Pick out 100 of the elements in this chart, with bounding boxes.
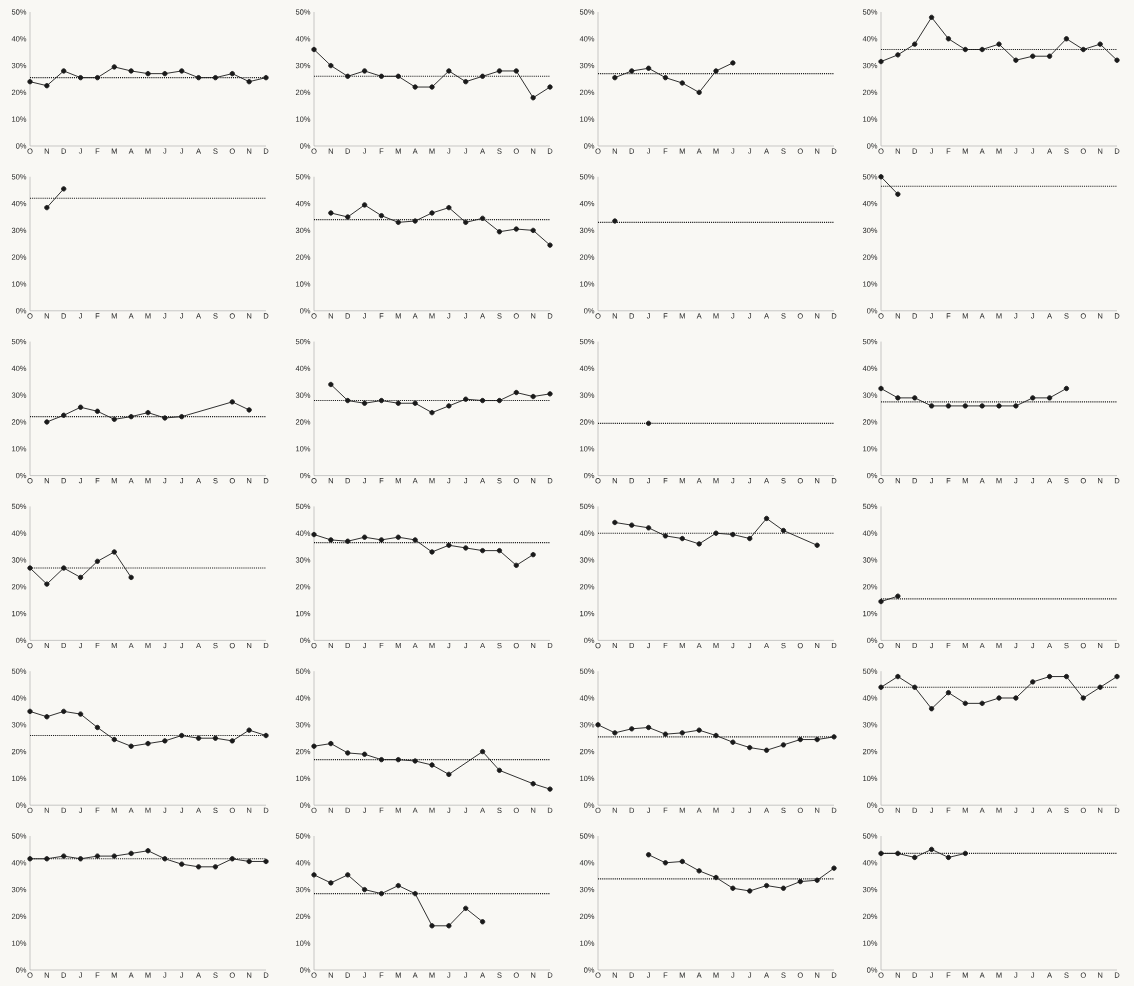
- point: [530, 393, 536, 400]
- point: [128, 413, 134, 420]
- point: [311, 531, 317, 538]
- point: [713, 68, 719, 74]
- point: [945, 403, 952, 409]
- point: [895, 673, 901, 680]
- point: [797, 736, 803, 743]
- point: [945, 36, 952, 42]
- point: [962, 850, 968, 857]
- point: [179, 68, 185, 74]
- point: [77, 711, 84, 717]
- point: [479, 215, 486, 221]
- point: [814, 542, 820, 548]
- point: [179, 861, 185, 867]
- point: [94, 408, 101, 414]
- point: [547, 242, 553, 248]
- point: [878, 58, 884, 65]
- point: [1080, 46, 1086, 53]
- point: [44, 714, 50, 720]
- point: [27, 856, 33, 862]
- point: [463, 219, 469, 225]
- point: [713, 874, 719, 881]
- point: [61, 412, 67, 418]
- point: [713, 732, 719, 739]
- point: [530, 781, 536, 787]
- point: [928, 14, 935, 20]
- point: [496, 547, 503, 554]
- point: [912, 684, 918, 690]
- point: [395, 219, 401, 225]
- point: [912, 41, 918, 47]
- point: [479, 748, 486, 755]
- point: [1013, 695, 1019, 701]
- point: [479, 397, 486, 404]
- point: [61, 565, 67, 571]
- point: [463, 396, 469, 402]
- point: [645, 525, 652, 531]
- point: [928, 403, 935, 409]
- point: [145, 740, 151, 747]
- point: [212, 735, 219, 741]
- point: [128, 68, 134, 74]
- point: [612, 519, 618, 526]
- point: [928, 706, 935, 712]
- point: [263, 75, 269, 81]
- point: [831, 734, 837, 740]
- point: [945, 854, 952, 861]
- point: [547, 786, 553, 792]
- point: [895, 850, 901, 857]
- point: [345, 872, 351, 878]
- point: [530, 227, 536, 234]
- point: [328, 740, 334, 747]
- point: [395, 534, 401, 540]
- point: [962, 700, 968, 706]
- point: [996, 41, 1002, 47]
- point: [662, 860, 669, 866]
- point: [179, 732, 185, 739]
- point: [730, 885, 736, 891]
- point: [878, 385, 884, 392]
- point: [412, 400, 418, 406]
- point: [513, 389, 519, 396]
- point: [328, 880, 334, 886]
- point: [696, 727, 702, 733]
- point: [311, 46, 317, 53]
- point: [446, 204, 452, 211]
- point: [1097, 684, 1103, 690]
- point: [246, 858, 252, 865]
- point: [429, 84, 435, 90]
- point: [378, 213, 385, 219]
- point: [945, 690, 952, 696]
- point: [145, 409, 151, 416]
- point: [662, 533, 669, 539]
- point: [345, 73, 351, 79]
- point: [996, 695, 1002, 701]
- point: [730, 60, 736, 66]
- point: [1080, 695, 1086, 701]
- point: [1030, 395, 1036, 401]
- point: [162, 415, 168, 421]
- point: [878, 684, 884, 690]
- point: [645, 724, 652, 731]
- point: [831, 865, 837, 871]
- point: [195, 75, 202, 81]
- point: [345, 538, 351, 544]
- point: [645, 65, 652, 71]
- point: [797, 878, 803, 885]
- point: [378, 537, 385, 543]
- point: [429, 762, 435, 768]
- point: [1063, 36, 1070, 42]
- point: [429, 923, 435, 929]
- point: [696, 868, 702, 874]
- point: [94, 558, 101, 564]
- point: [612, 75, 618, 81]
- point: [212, 75, 219, 81]
- point: [547, 391, 553, 397]
- point: [361, 68, 368, 74]
- point: [1046, 53, 1053, 59]
- point: [962, 46, 968, 53]
- point: [311, 872, 317, 878]
- point: [446, 771, 452, 778]
- point: [780, 885, 787, 891]
- point: [730, 531, 736, 538]
- point: [412, 758, 418, 764]
